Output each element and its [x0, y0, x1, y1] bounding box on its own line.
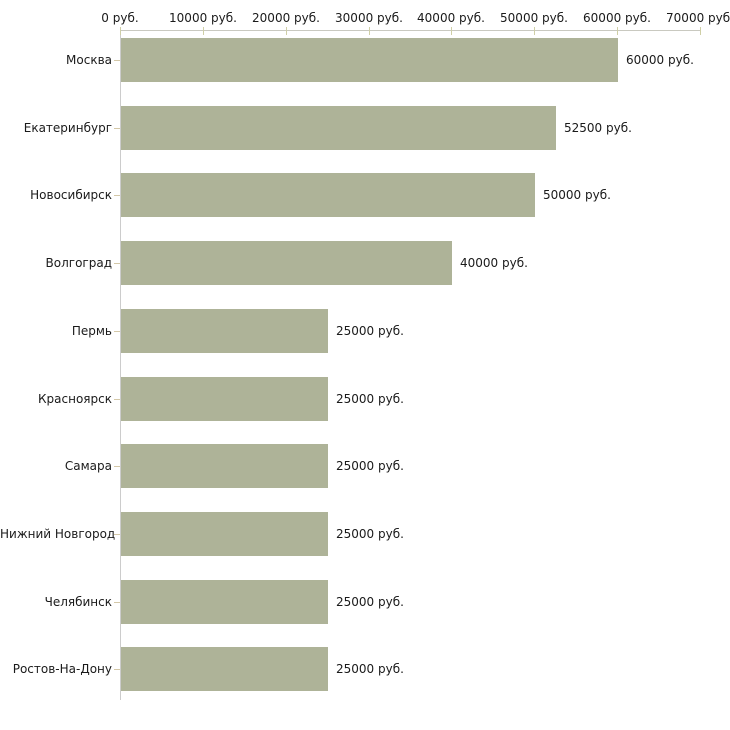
category-tick-mark — [114, 669, 120, 670]
bar-нижний новгород — [121, 512, 328, 556]
value-label: 40000 руб. — [460, 256, 528, 270]
x-tick-label: 20000 руб. — [252, 11, 320, 25]
x-tick-mark — [120, 27, 121, 35]
bar-волгоград — [121, 241, 452, 285]
bar-екатеринбург — [121, 106, 556, 150]
bar-ростов-на-дону — [121, 647, 328, 691]
value-label: 25000 руб. — [336, 324, 404, 338]
category-label: Самара — [64, 459, 112, 473]
category-tick-mark — [114, 602, 120, 603]
value-label: 25000 руб. — [336, 527, 404, 541]
x-tick-label: 60000 руб. — [583, 11, 651, 25]
value-label: 25000 руб. — [336, 595, 404, 609]
category-label: Нижний Новгород — [0, 527, 116, 541]
value-label: 60000 руб. — [626, 53, 694, 67]
category-tick-mark — [114, 534, 120, 535]
bar-москва — [121, 38, 618, 82]
x-tick-mark — [369, 27, 370, 35]
value-label: 50000 руб. — [543, 188, 611, 202]
value-label: 25000 руб. — [336, 662, 404, 676]
x-tick-label: 10000 руб. — [169, 11, 237, 25]
category-tick-mark — [114, 399, 120, 400]
x-axis-line — [120, 30, 701, 31]
value-label: 25000 руб. — [336, 392, 404, 406]
category-tick-mark — [114, 128, 120, 129]
y-axis-line — [120, 30, 121, 700]
x-tick-label: 30000 руб. — [335, 11, 403, 25]
x-tick-label: 50000 руб. — [500, 11, 568, 25]
bar-красноярск — [121, 377, 328, 421]
category-label: Челябинск — [44, 595, 112, 609]
category-tick-mark — [114, 60, 120, 61]
bar-пермь — [121, 309, 328, 353]
category-label: Москва — [66, 53, 112, 67]
bar-челябинск — [121, 580, 328, 624]
category-label: Пермь — [71, 324, 112, 338]
x-tick-mark — [700, 27, 701, 35]
x-tick-mark — [617, 27, 618, 35]
category-label: Екатеринбург — [23, 121, 112, 135]
x-tick-mark — [451, 27, 452, 35]
category-label: Волгоград — [45, 256, 112, 270]
category-label: Новосибирск — [30, 188, 112, 202]
x-tick-label: 70000 руб. — [666, 11, 730, 25]
value-label: 25000 руб. — [336, 459, 404, 473]
x-tick-mark — [286, 27, 287, 35]
category-tick-mark — [114, 466, 120, 467]
value-label: 52500 руб. — [564, 121, 632, 135]
bar-новосибирск — [121, 173, 535, 217]
category-label: Ростов-На-Дону — [12, 662, 112, 676]
x-tick-mark — [534, 27, 535, 35]
bar-самара — [121, 444, 328, 488]
category-tick-mark — [114, 263, 120, 264]
category-label: Красноярск — [38, 392, 112, 406]
x-tick-label: 40000 руб. — [417, 11, 485, 25]
x-tick-mark — [203, 27, 204, 35]
category-tick-mark — [114, 331, 120, 332]
category-tick-mark — [114, 195, 120, 196]
x-tick-label: 0 руб. — [101, 11, 139, 25]
